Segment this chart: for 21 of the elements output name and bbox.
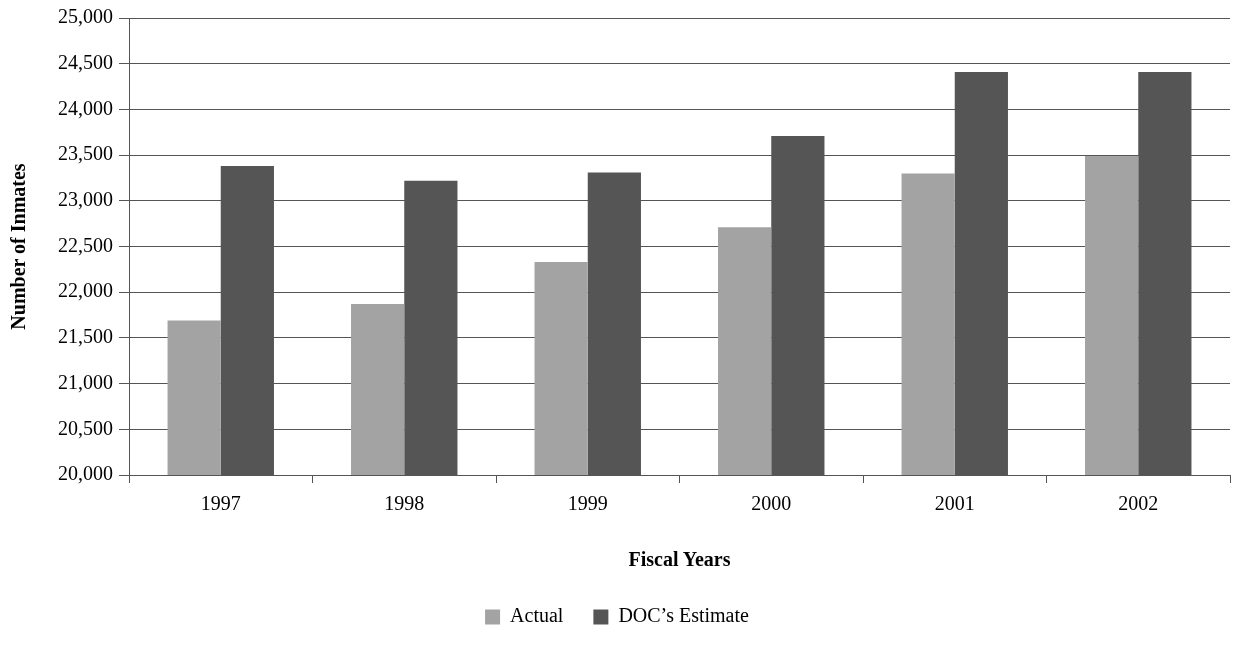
- y-tick-label: 21,500: [58, 325, 113, 348]
- x-tick-label: 1999: [567, 492, 608, 515]
- x-tick-label: 2002: [1118, 492, 1159, 515]
- legend-label: DOC’s Estimate: [618, 604, 750, 627]
- x-tick-label: 1997: [200, 492, 241, 515]
- y-tick-label: 22,500: [58, 233, 113, 256]
- y-tick-label: 22,000: [58, 279, 113, 302]
- y-tick-label: 20,000: [58, 462, 113, 485]
- y-tick-label: 25,000: [58, 5, 113, 28]
- y-axis-title: Number of Inmates: [7, 163, 30, 330]
- x-tick-label: 1998: [384, 492, 425, 515]
- y-tick-label: 24,500: [58, 50, 113, 73]
- y-tick-label: 23,000: [58, 188, 113, 211]
- x-tick-label: 2000: [751, 492, 792, 515]
- y-tick-label: 23,500: [58, 142, 113, 165]
- legend-label: Actual: [510, 604, 564, 627]
- x-axis-title: Fiscal Years: [628, 548, 731, 571]
- y-tick-label: 24,000: [58, 96, 113, 119]
- x-tick-label: 2001: [934, 492, 975, 515]
- y-tick-label: 21,000: [58, 370, 113, 393]
- y-tick-label: 20,500: [58, 416, 113, 439]
